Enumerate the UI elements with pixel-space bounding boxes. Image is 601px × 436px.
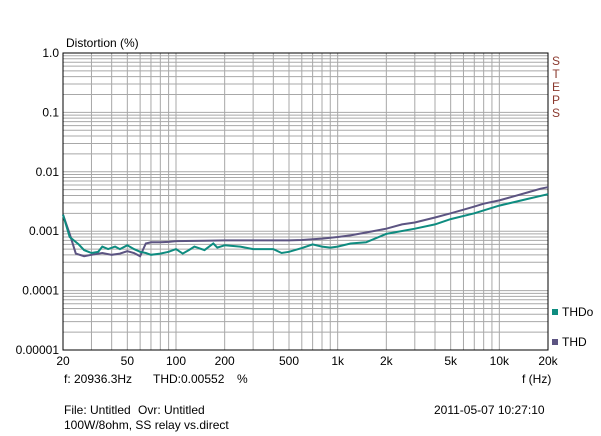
y-tick-label: 0.01 xyxy=(36,165,60,179)
x-tick-label: 20 xyxy=(56,354,70,368)
y-tick-label: 0.0001 xyxy=(22,284,59,298)
plot-frame xyxy=(62,52,549,351)
x-axis-title: f (Hz) xyxy=(522,372,552,386)
y-axis-title: Distortion (%) xyxy=(66,36,139,50)
y-tick-label: 1.0 xyxy=(42,46,59,60)
y-tick-label: 0.1 xyxy=(42,105,59,119)
legend-label-thdo: THDo xyxy=(562,305,594,319)
ovr-label: Ovr: Untitled xyxy=(138,403,205,417)
legend-label-thd: THD xyxy=(562,335,587,349)
x-tick-label: 500 xyxy=(279,354,299,368)
tick-labels: 20 50 100 200 500 1k 2k 5k 10k 20k 1.0 0.1 0.01 0.001… xyxy=(16,46,559,368)
steps-logo-letter: T xyxy=(552,67,560,81)
x-tick-label: 200 xyxy=(215,354,235,368)
legend-swatch-thd xyxy=(552,339,558,345)
measurement-description: 100W/8ohm, SS relay vs.direct xyxy=(64,418,229,432)
legend-item-thdo: THDo xyxy=(552,305,593,319)
y-tick-label: 0.001 xyxy=(29,224,59,238)
series-layer xyxy=(62,186,549,258)
steps-logo-letter: S xyxy=(551,54,560,68)
timestamp: 2011-05-07 10:27:10 xyxy=(434,403,545,417)
series-line-thdo xyxy=(62,193,549,256)
thd-unit: % xyxy=(237,372,248,386)
frequency-readout: f: 20936.3Hz xyxy=(64,372,133,386)
thd-readout: THD:0.00552 xyxy=(153,372,225,386)
x-tick-label: 10k xyxy=(490,354,510,368)
x-tick-label: 2k xyxy=(380,354,394,368)
legend-item-thd: THD xyxy=(552,335,587,349)
legend-swatch-thdo xyxy=(552,309,558,315)
file-label: File: Untitled xyxy=(64,403,131,417)
chart-grid xyxy=(62,53,549,351)
x-tick-label: 5k xyxy=(444,354,458,368)
steps-logo-letter: E xyxy=(551,80,560,94)
series-line-thd xyxy=(62,186,549,258)
x-tick-label: 50 xyxy=(121,354,135,368)
x-tick-label: 20k xyxy=(538,354,558,368)
steps-logo-letter: S xyxy=(551,106,560,120)
x-tick-label: 1k xyxy=(331,354,345,368)
x-tick-label: 100 xyxy=(166,354,186,368)
steps-logo-letter: P xyxy=(551,93,560,107)
y-tick-label: 0.00001 xyxy=(16,343,60,357)
